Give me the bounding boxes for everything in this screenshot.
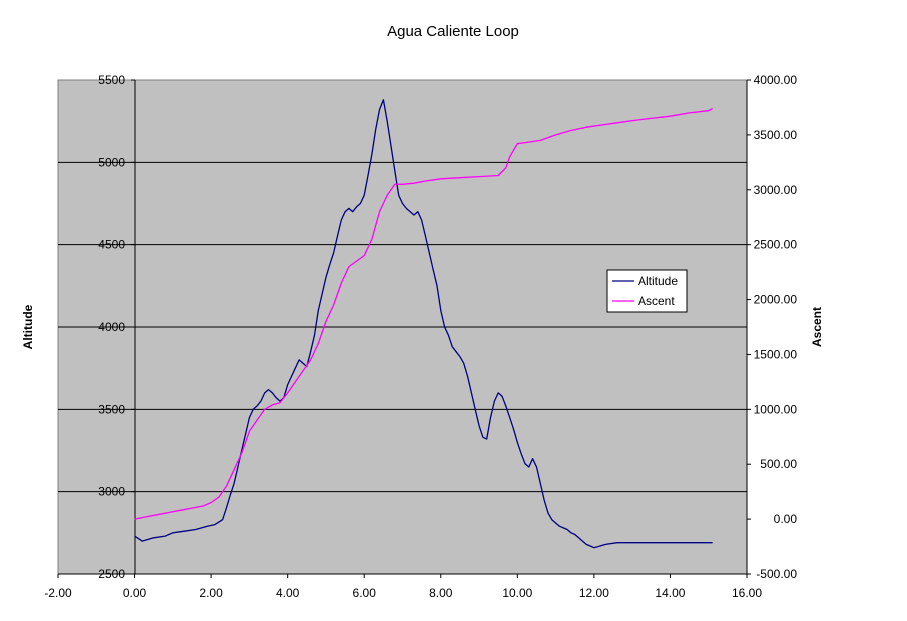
x-tick-label: 14.00 <box>655 586 685 600</box>
y-tick-label: 5500 <box>98 73 125 87</box>
x-tick-label: 8.00 <box>429 586 453 600</box>
x-tick-label: 0.00 <box>123 586 147 600</box>
x-tick-label: 6.00 <box>353 586 377 600</box>
y2-tick-label: -500.00 <box>756 567 797 581</box>
legend-label-altitude: Altitude <box>638 274 678 288</box>
y2-tick-label: 0.00 <box>774 512 798 526</box>
y-tick-label: 2500 <box>98 567 125 581</box>
y2-tick-label: 1500.00 <box>754 347 798 361</box>
y-axis-title-left: Altitude <box>21 304 35 349</box>
x-tick-label: 12.00 <box>579 586 609 600</box>
axes <box>57 79 751 578</box>
y2-tick-label: 500.00 <box>760 457 797 471</box>
y2-tick-label: 3500.00 <box>754 128 798 142</box>
legend: Altitude Ascent <box>606 269 688 313</box>
tick-labels: -2.00 0.00 2.00 4.00 6.00 8.00 10.00 12.00 14.00… <box>44 73 797 600</box>
gridlines <box>58 161 747 493</box>
x-tick-label: 16.00 <box>732 586 762 600</box>
y-tick-label: 3500 <box>98 402 125 416</box>
legend-box <box>606 269 688 313</box>
x-tick-label: -2.00 <box>44 586 72 600</box>
y2-tick-label: 1000.00 <box>754 402 798 416</box>
y-tick-label: 3000 <box>98 485 125 499</box>
y-tick-label: 4000 <box>98 320 125 334</box>
series-lines <box>134 99 713 549</box>
y2-tick-label: 2500.00 <box>754 238 798 252</box>
y2-tick-label: 3000.00 <box>754 183 798 197</box>
x-tick-label: 10.00 <box>502 586 532 600</box>
x-tick-label: 2.00 <box>199 586 223 600</box>
y2-tick-label: 4000.00 <box>754 73 798 87</box>
y-tick-label: 5000 <box>98 155 125 169</box>
series-line-ascent <box>134 107 713 520</box>
x-tick-label: 4.00 <box>276 586 300 600</box>
series-line-altitude <box>134 99 713 549</box>
y-tick-label: 4500 <box>98 238 125 252</box>
y2-tick-label: 2000.00 <box>754 293 798 307</box>
y-axis-title-right: Ascent <box>810 307 824 347</box>
legend-label-ascent: Ascent <box>638 294 675 308</box>
chart-title: Agua Caliente Loop <box>387 23 519 40</box>
